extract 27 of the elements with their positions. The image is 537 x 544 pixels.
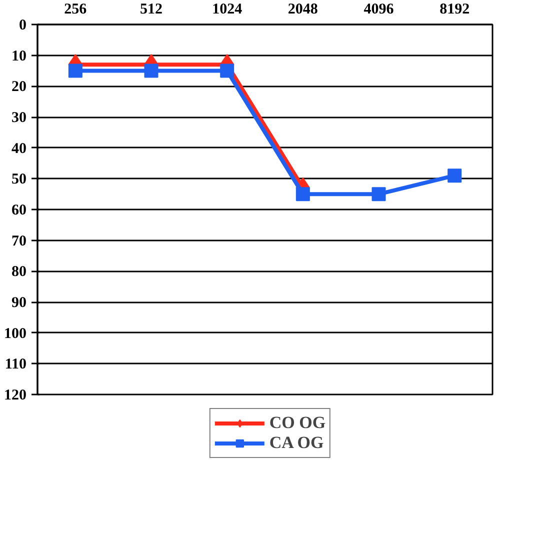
x-tick-label: 2048	[288, 2, 318, 18]
y-tick-label: 70	[12, 233, 26, 250]
legend-label: CA OG	[269, 433, 324, 453]
point	[220, 64, 234, 78]
x-tick-label: 512	[140, 2, 162, 18]
y-tick-label: 90	[12, 295, 26, 311]
point	[372, 187, 386, 202]
y-tick-label: 0	[19, 18, 26, 34]
y-tick-label: 60	[12, 202, 26, 218]
y-tick-label: 100	[4, 326, 26, 342]
x-tick-label: 8192	[440, 2, 470, 18]
y-tick-label: 40	[12, 140, 26, 157]
point	[296, 187, 310, 202]
y-tick-label: 10	[12, 48, 26, 64]
point	[68, 64, 82, 78]
y-tick-label: 50	[12, 172, 26, 188]
y-tick-label: 30	[12, 110, 26, 126]
legend-label: CO OG	[269, 413, 326, 433]
y-tick-label: 80	[12, 264, 26, 280]
x-tick-label: 256	[64, 2, 88, 18]
x-tick-label: 4096	[364, 2, 394, 18]
y-tick-label: 120	[4, 388, 26, 404]
x-tick-label: 1024	[212, 2, 243, 18]
point	[448, 168, 462, 183]
y-tick-label: 110	[4, 356, 27, 373]
point	[144, 64, 158, 78]
y-tick-label: 20	[12, 79, 26, 96]
